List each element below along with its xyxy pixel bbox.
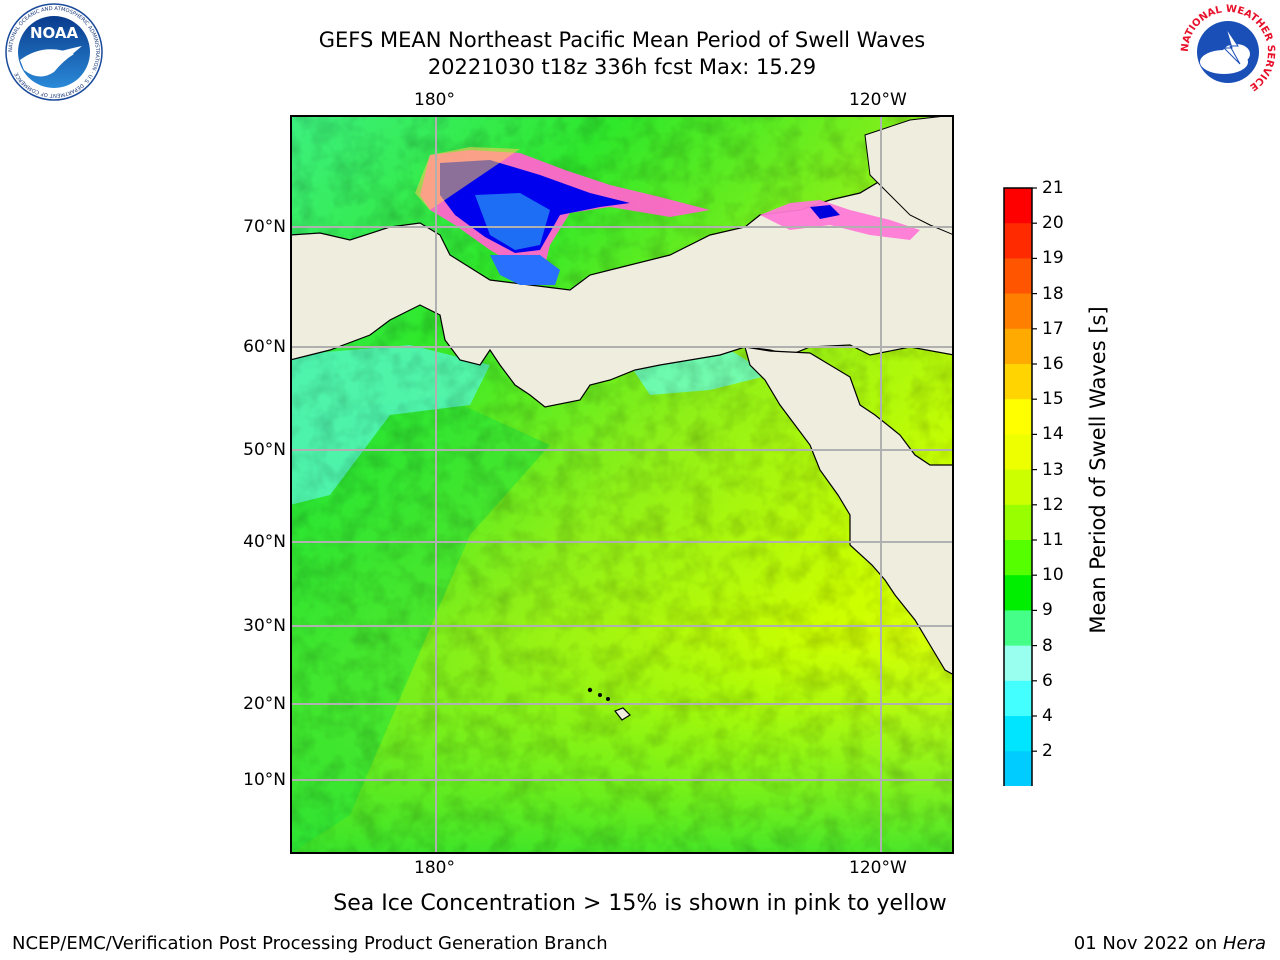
map-frame — [290, 115, 954, 854]
land-hawaii — [614, 707, 631, 721]
colorbar-segment — [1004, 188, 1032, 224]
footer-date-text: 01 Nov 2022 on — [1073, 933, 1223, 954]
plot-title: GEFS MEAN Northeast Pacific Mean Period … — [318, 28, 926, 52]
colorbar-tick-label: 6 — [1042, 670, 1053, 691]
colorbar-tick-label: 12 — [1042, 494, 1064, 515]
lon-label-bottom-180: 180° — [414, 858, 455, 878]
noaa-logo: NOAA NATIONAL OCEANIC AND ATMOSPHERIC AD… — [4, 2, 104, 102]
noaa-logo-text: NOAA — [30, 24, 79, 42]
lon-label-top-120w: 120°W — [849, 90, 907, 110]
nws-logo: NATIONAL WEATHER SERVICE — [1178, 2, 1278, 102]
colorbar-segment — [1004, 364, 1032, 400]
gridlines — [290, 115, 954, 854]
colorbar-tick-label: 16 — [1042, 354, 1064, 374]
colorbar-tick-label: 11 — [1042, 530, 1064, 550]
colorbar-tick-label: 15 — [1042, 389, 1064, 410]
bering-blue — [490, 255, 560, 285]
colorbar-segment — [1004, 434, 1032, 471]
colorbar-tick-label: 18 — [1042, 283, 1064, 304]
colorbar-segment — [1004, 504, 1032, 541]
colorbar-tick-label: 10 — [1042, 565, 1064, 586]
colorbar-tick-label: 21 — [1042, 178, 1064, 198]
lat-label-70n: 70°N — [243, 217, 286, 237]
colorbar-tick-label: 9 — [1042, 600, 1053, 621]
colorbar-tick-label: 2 — [1042, 741, 1053, 762]
sea-ice-yellow-rim — [415, 147, 520, 210]
footer-host: Hera — [1222, 933, 1266, 954]
colorbar — [1000, 186, 1140, 852]
land-arctic-islands — [864, 114, 955, 236]
colorbar-segment — [1004, 645, 1032, 682]
sea-ice-chukchi-inner — [475, 193, 550, 250]
lat-label-30n: 30°N — [243, 616, 286, 636]
colorbar-tick-label: 8 — [1042, 635, 1053, 656]
swell-period-map — [289, 114, 955, 854]
colorbar-segment — [1004, 258, 1032, 295]
land-north-america — [744, 346, 955, 677]
colorbar-segment — [1004, 540, 1032, 576]
colorbar-tick-label: 4 — [1042, 706, 1053, 726]
colorbar-title: Mean Period of Swell Waves [s] — [1086, 306, 1110, 634]
lat-label-20n: 20°N — [243, 694, 286, 714]
colorbar-segment — [1004, 469, 1032, 506]
lat-label-10n: 10°N — [243, 770, 286, 790]
lat-label-50n: 50°N — [243, 440, 286, 460]
colorbar-segment — [1004, 223, 1032, 259]
colorbar-segment — [1004, 610, 1032, 647]
lat-label-40n: 40°N — [243, 532, 286, 552]
colorbar-tick-label: 13 — [1042, 459, 1064, 480]
colorbar-tick-label: 20 — [1042, 213, 1064, 234]
colorbar-segment — [1004, 399, 1032, 435]
colorbar-segment — [1004, 680, 1032, 717]
colorbar-svg — [1002, 187, 1037, 852]
colorbar-tick-label: 19 — [1042, 248, 1064, 269]
lat-label-60n: 60°N — [243, 337, 286, 357]
lon-label-top-180: 180° — [414, 90, 455, 110]
footer-date: 01 Nov 2022 on Hera — [1074, 933, 1266, 954]
map-panel[interactable] — [289, 114, 955, 854]
colorbar-segment — [1004, 751, 1032, 787]
footer-credit: NCEP/EMC/Verification Post Processing Pr… — [12, 933, 608, 954]
colorbar-tick-label: 17 — [1042, 318, 1064, 339]
colorbar-segment — [1004, 575, 1032, 611]
colorbar-segment — [1004, 293, 1032, 330]
colorbar-tick-label: 14 — [1042, 424, 1064, 445]
lon-label-bottom-120w: 120°W — [849, 858, 907, 878]
colorbar-segment — [1004, 716, 1032, 752]
sea-ice-east-core — [810, 205, 840, 219]
plot-subtitle: 20221030 t18z 336h fcst Max: 15.29 — [427, 55, 817, 79]
colorbar-segment — [1004, 328, 1032, 365]
sea-ice-note: Sea Ice Concentration > 15% is shown in … — [333, 891, 947, 916]
